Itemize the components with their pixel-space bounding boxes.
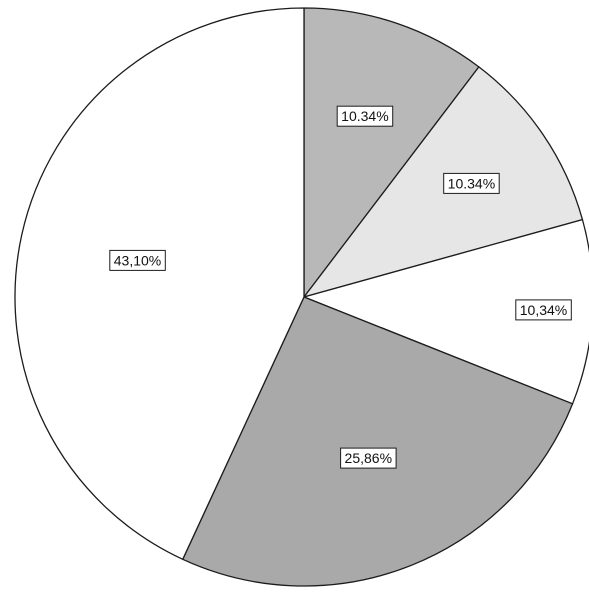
pie-labels: 10.34% 10.34% 10,34% 25,86% 43,10% — [109, 105, 572, 469]
slice-label-box — [340, 447, 397, 469]
pie-slice — [182, 296, 574, 587]
slice-label-box — [515, 299, 572, 321]
slice-label-text: 10.34% — [448, 175, 495, 191]
pie-slice — [14, 7, 305, 560]
slice-label: 10.34% — [336, 105, 394, 127]
slice-label-text: 10.34% — [341, 108, 388, 124]
pie-slice — [303, 7, 480, 298]
slice-label-box — [109, 249, 166, 271]
slice-label: 43,10% — [109, 249, 166, 271]
slice-label: 10.34% — [443, 172, 500, 194]
slice-label: 10,34% — [515, 299, 572, 321]
slice-label-text: 43,10% — [114, 252, 161, 268]
pie-slice — [303, 218, 589, 405]
slice-label: 25,86% — [340, 447, 397, 469]
slice-label-box — [443, 172, 500, 194]
slice-label-text: 25,86% — [345, 450, 392, 466]
slice-label-text: 10,34% — [520, 302, 567, 318]
slice-label-box — [336, 105, 394, 127]
pie-slices — [14, 7, 589, 587]
